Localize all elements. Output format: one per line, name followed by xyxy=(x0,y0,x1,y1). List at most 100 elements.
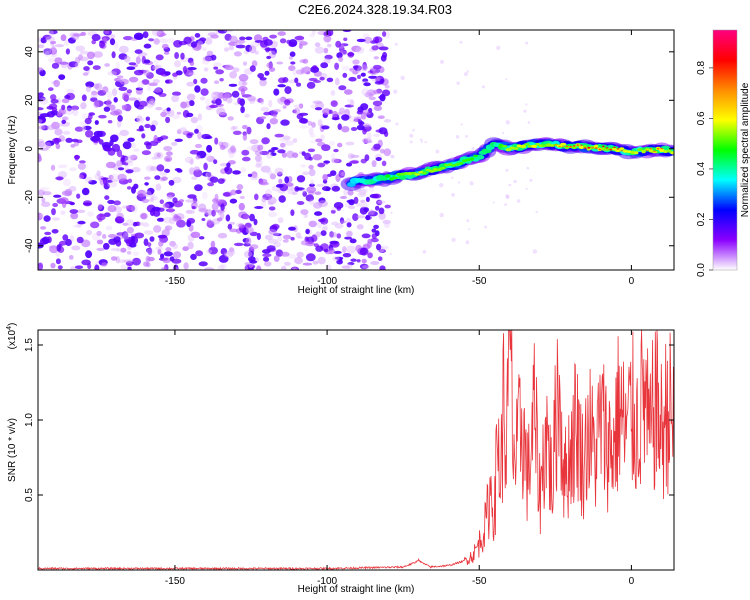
noise-blob xyxy=(353,196,359,204)
noise-blob xyxy=(141,221,149,226)
ridge-cell xyxy=(612,147,617,151)
noise-blob xyxy=(69,255,74,260)
noise-blob xyxy=(356,224,364,230)
noise-blob xyxy=(158,240,164,247)
noise-blob xyxy=(302,188,307,193)
noise-blob xyxy=(318,218,326,223)
noise-blob xyxy=(50,164,56,171)
noise-blob xyxy=(186,93,196,102)
noise-blob xyxy=(378,212,386,220)
noise-blob xyxy=(104,195,110,201)
noise-blob xyxy=(161,43,169,50)
y-tick-label: -20 xyxy=(24,190,35,205)
noise-blob xyxy=(376,243,382,251)
noise-blob xyxy=(349,160,359,164)
noise-blob xyxy=(64,40,69,46)
noise-blob xyxy=(94,173,101,180)
ridge-cell xyxy=(469,157,475,161)
noise-blob xyxy=(341,126,350,133)
noise-blob xyxy=(363,82,371,87)
noise-blob xyxy=(332,110,338,118)
sparse-dot xyxy=(424,140,427,144)
noise-blob xyxy=(359,201,368,209)
noise-blob xyxy=(156,164,165,172)
ridge-cell xyxy=(626,150,632,153)
sparse-dot xyxy=(400,75,405,81)
noise-blob xyxy=(298,103,304,109)
noise-blob xyxy=(168,179,175,186)
noise-blob xyxy=(71,245,81,251)
noise-blob xyxy=(209,104,218,109)
noise-blob xyxy=(322,174,329,181)
noise-blob xyxy=(310,179,315,186)
noise-blob xyxy=(366,132,372,139)
noise-blob xyxy=(205,153,212,161)
noise-blob xyxy=(213,62,222,67)
noise-blob xyxy=(361,233,371,239)
noise-blob xyxy=(373,56,379,60)
y-tick-label: 20 xyxy=(24,94,35,106)
noise-blob xyxy=(42,47,52,55)
noise-blob xyxy=(356,110,363,115)
ridge-cell xyxy=(649,148,653,150)
noise-blob xyxy=(57,164,68,169)
noise-blob xyxy=(261,197,267,203)
noise-blob xyxy=(280,251,290,257)
noise-blob xyxy=(263,256,270,262)
sparse-dot xyxy=(422,250,427,254)
ridge-cell xyxy=(630,150,635,155)
noise-blob xyxy=(88,112,95,116)
y-tick-label: 0.5 xyxy=(24,488,35,502)
noise-blob xyxy=(368,107,373,113)
noise-blob xyxy=(268,149,275,153)
noise-blob xyxy=(155,246,163,251)
noise-blob xyxy=(183,36,192,45)
noise-blob xyxy=(55,251,61,257)
noise-blob xyxy=(267,201,274,206)
noise-blob xyxy=(268,211,278,218)
noise-blob xyxy=(313,243,319,248)
noise-blob xyxy=(153,151,164,160)
noise-blob xyxy=(111,51,116,59)
noise-blob xyxy=(180,52,185,60)
ridge-cell xyxy=(656,147,660,150)
noise-blob xyxy=(266,245,276,252)
noise-blob xyxy=(44,50,50,57)
sparse-dot xyxy=(535,210,538,214)
noise-blob xyxy=(93,100,100,108)
noise-blob xyxy=(216,217,223,222)
noise-blob xyxy=(256,232,261,241)
noise-blob xyxy=(142,190,152,197)
noise-blob xyxy=(149,98,156,106)
sparse-dot xyxy=(460,123,463,126)
noise-blob xyxy=(111,178,119,183)
sparse-dot xyxy=(435,149,440,154)
noise-blob xyxy=(268,67,276,72)
ridge-cell xyxy=(520,144,527,149)
noise-blob xyxy=(281,265,287,270)
noise-blob xyxy=(50,262,56,269)
noise-blob xyxy=(51,62,60,69)
noise-blob xyxy=(296,175,306,183)
noise-blob xyxy=(69,167,77,172)
noise-blob xyxy=(150,124,156,132)
noise-blob xyxy=(300,67,305,75)
noise-blob xyxy=(236,184,244,190)
noise-blob xyxy=(118,53,128,60)
noise-blob xyxy=(91,39,96,45)
noise-blob xyxy=(215,69,225,75)
noise-blob xyxy=(235,44,246,49)
noise-blob xyxy=(347,51,354,58)
noise-blob xyxy=(311,121,316,128)
noise-blob xyxy=(259,182,270,186)
ridge-cell xyxy=(615,149,621,153)
ridge-cell xyxy=(447,163,453,167)
spectrogram-panel: -150 -100 -50 0 -40 -20 0 20 40 Height of straig… xyxy=(7,29,675,296)
noise-blob xyxy=(302,171,310,176)
noise-blob xyxy=(110,173,121,182)
sparse-dot xyxy=(505,194,510,199)
noise-blob xyxy=(147,85,152,92)
noise-blob xyxy=(337,258,343,262)
noise-blob xyxy=(280,119,290,126)
noise-blob xyxy=(294,77,299,84)
